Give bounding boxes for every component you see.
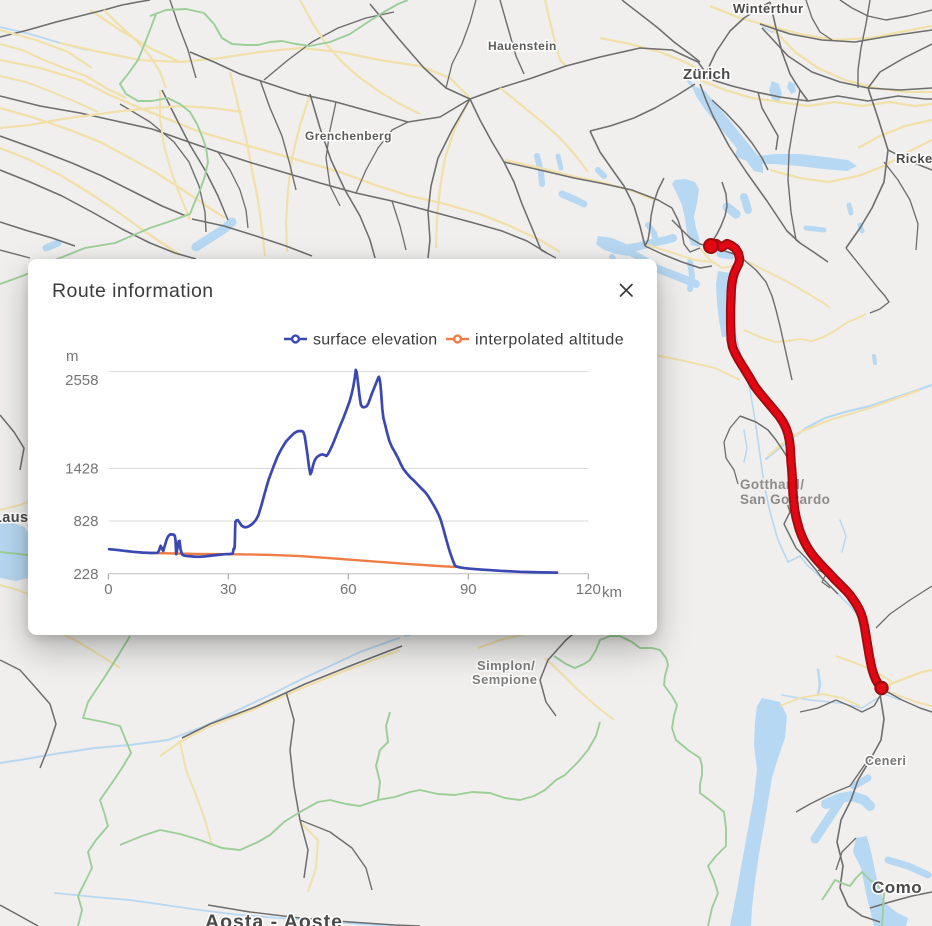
svg-text:Simplon/: Simplon/ bbox=[477, 658, 535, 673]
svg-text:Ceneri: Ceneri bbox=[865, 754, 906, 768]
svg-text:Grenchenberg: Grenchenberg bbox=[305, 129, 392, 143]
svg-text:0: 0 bbox=[104, 581, 112, 598]
svg-text:m: m bbox=[66, 348, 79, 365]
svg-text:interpolated altitude: interpolated altitude bbox=[475, 332, 624, 349]
svg-text:Hauenstein: Hauenstein bbox=[488, 39, 557, 53]
svg-text:828: 828 bbox=[73, 513, 98, 530]
svg-text:228: 228 bbox=[73, 566, 98, 583]
svg-text:San Gottardo: San Gottardo bbox=[740, 492, 830, 507]
svg-text:surface elevation: surface elevation bbox=[313, 332, 437, 349]
svg-text:Zürich: Zürich bbox=[683, 66, 731, 83]
svg-text:2558: 2558 bbox=[65, 372, 98, 389]
svg-text:90: 90 bbox=[460, 581, 477, 598]
svg-text:30: 30 bbox=[220, 581, 237, 598]
svg-text:Como: Como bbox=[872, 878, 922, 897]
svg-text:km: km bbox=[602, 584, 622, 601]
svg-text:Aosta - Aoste: Aosta - Aoste bbox=[205, 911, 343, 926]
svg-text:Winterthur: Winterthur bbox=[733, 1, 804, 16]
svg-text:120: 120 bbox=[576, 581, 601, 598]
svg-text:Laus: Laus bbox=[0, 510, 28, 526]
svg-text:Sempione: Sempione bbox=[472, 672, 537, 687]
svg-text:Ricken: Ricken bbox=[896, 151, 932, 166]
svg-text:1428: 1428 bbox=[65, 461, 98, 478]
svg-text:60: 60 bbox=[340, 581, 357, 598]
